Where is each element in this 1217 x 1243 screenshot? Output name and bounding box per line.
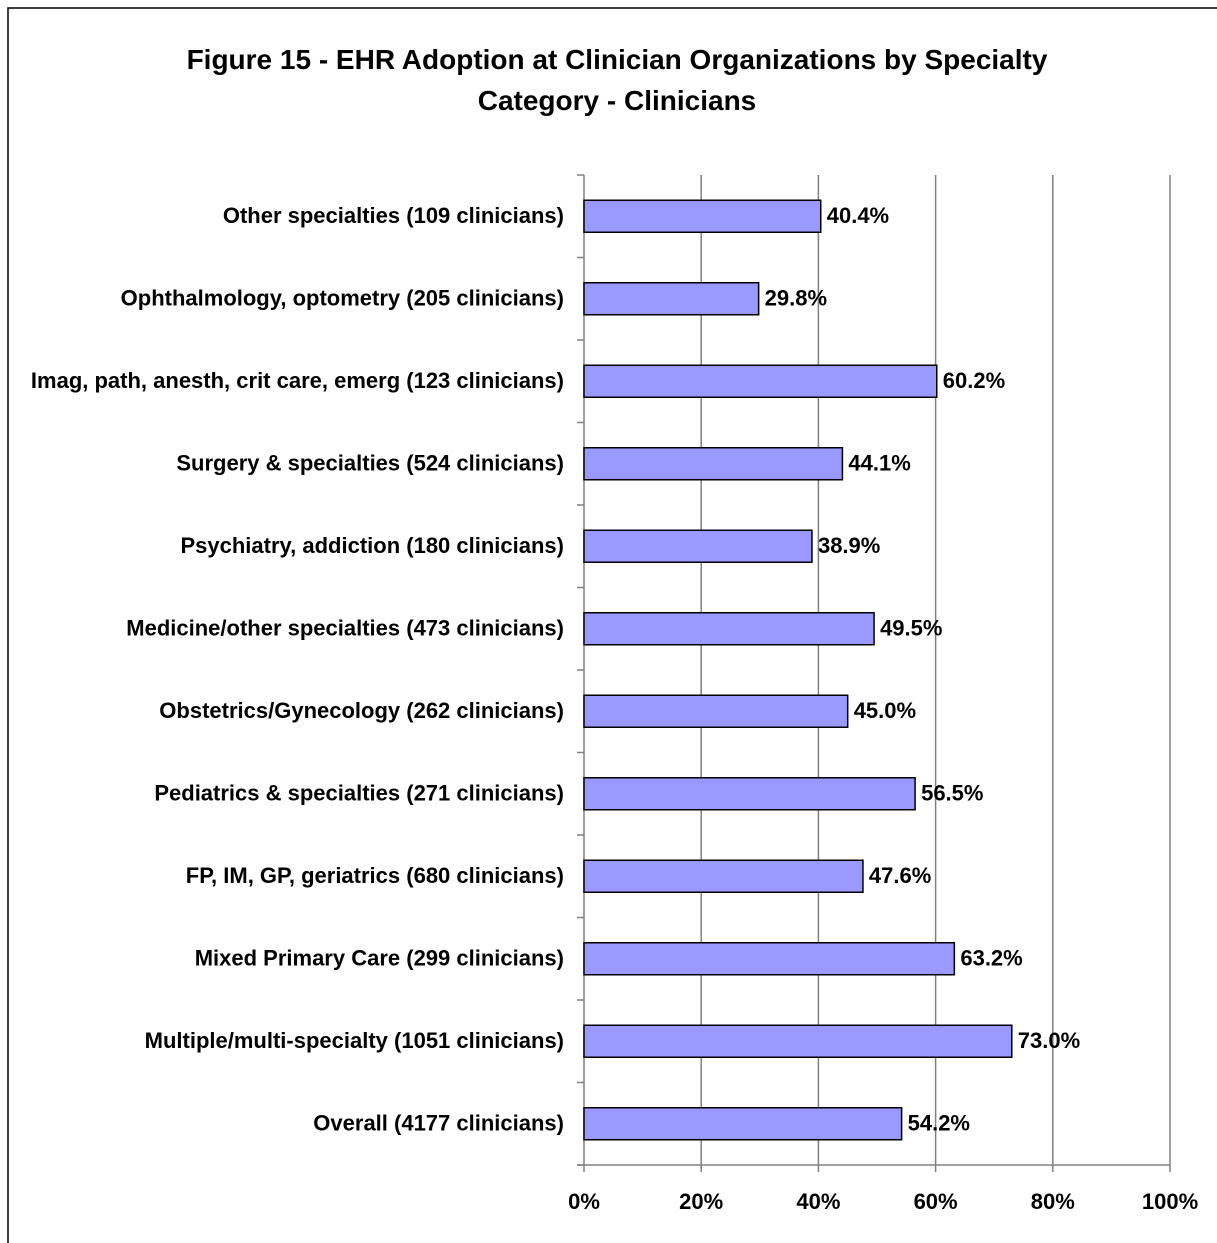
bar xyxy=(583,199,822,233)
y-tick-label: Overall (4177 clinicians) xyxy=(313,1111,564,1136)
bar xyxy=(583,694,849,728)
y-tick-label: Medicine/other specialties (473 clinicia… xyxy=(126,616,564,641)
data-label: 38.9% xyxy=(818,533,880,558)
bar xyxy=(583,1107,903,1141)
x-tick-label: 80% xyxy=(1031,1189,1075,1214)
y-tick-label: Pediatrics & specialties (271 clinicians… xyxy=(154,781,564,806)
y-tick-label: FP, IM, GP, geriatrics (680 clinicians) xyxy=(186,863,564,888)
data-label: 47.6% xyxy=(869,863,931,888)
data-label: 44.1% xyxy=(848,451,910,476)
bar xyxy=(583,447,844,481)
y-tick-label: Other specialties (109 clinicians) xyxy=(223,203,564,228)
bar xyxy=(583,364,938,398)
chart-title: Figure 15 - EHR Adoption at Clinician Or… xyxy=(187,44,1048,116)
data-label: 56.5% xyxy=(921,781,983,806)
y-tick-label: Ophthalmology, optometry (205 clinicians… xyxy=(121,286,564,311)
data-label: 40.4% xyxy=(827,203,889,228)
x-tick-label: 100% xyxy=(1142,1189,1198,1214)
x-tick-label: 40% xyxy=(796,1189,840,1214)
x-tick-label: 0% xyxy=(568,1189,600,1214)
data-label: 54.2% xyxy=(908,1111,970,1136)
y-tick-label: Imag, path, anesth, crit care, emerg (12… xyxy=(31,368,564,393)
data-label: 73.0% xyxy=(1018,1028,1080,1053)
x-tick-label: 20% xyxy=(679,1189,723,1214)
bar xyxy=(583,282,760,316)
bar xyxy=(583,529,813,563)
data-label: 49.5% xyxy=(880,616,942,641)
data-label: 63.2% xyxy=(960,946,1022,971)
y-tick-label: Surgery & specialties (524 clinicians) xyxy=(176,451,564,476)
y-tick-label: Obstetrics/Gynecology (262 clinicians) xyxy=(159,698,564,723)
y-tick-label: Psychiatry, addiction (180 clinicians) xyxy=(180,533,564,558)
data-label: 45.0% xyxy=(854,698,916,723)
y-tick-label: Mixed Primary Care (299 clinicians) xyxy=(195,946,564,971)
x-tick-label: 60% xyxy=(914,1189,958,1214)
bar xyxy=(583,1024,1013,1058)
bar xyxy=(583,612,875,646)
bar xyxy=(583,859,864,893)
bar xyxy=(583,942,956,976)
data-label: 29.8% xyxy=(765,286,827,311)
y-tick-label: Multiple/multi-specialty (1051 clinician… xyxy=(145,1028,564,1053)
bar xyxy=(583,777,916,811)
data-label: 60.2% xyxy=(943,368,1005,393)
